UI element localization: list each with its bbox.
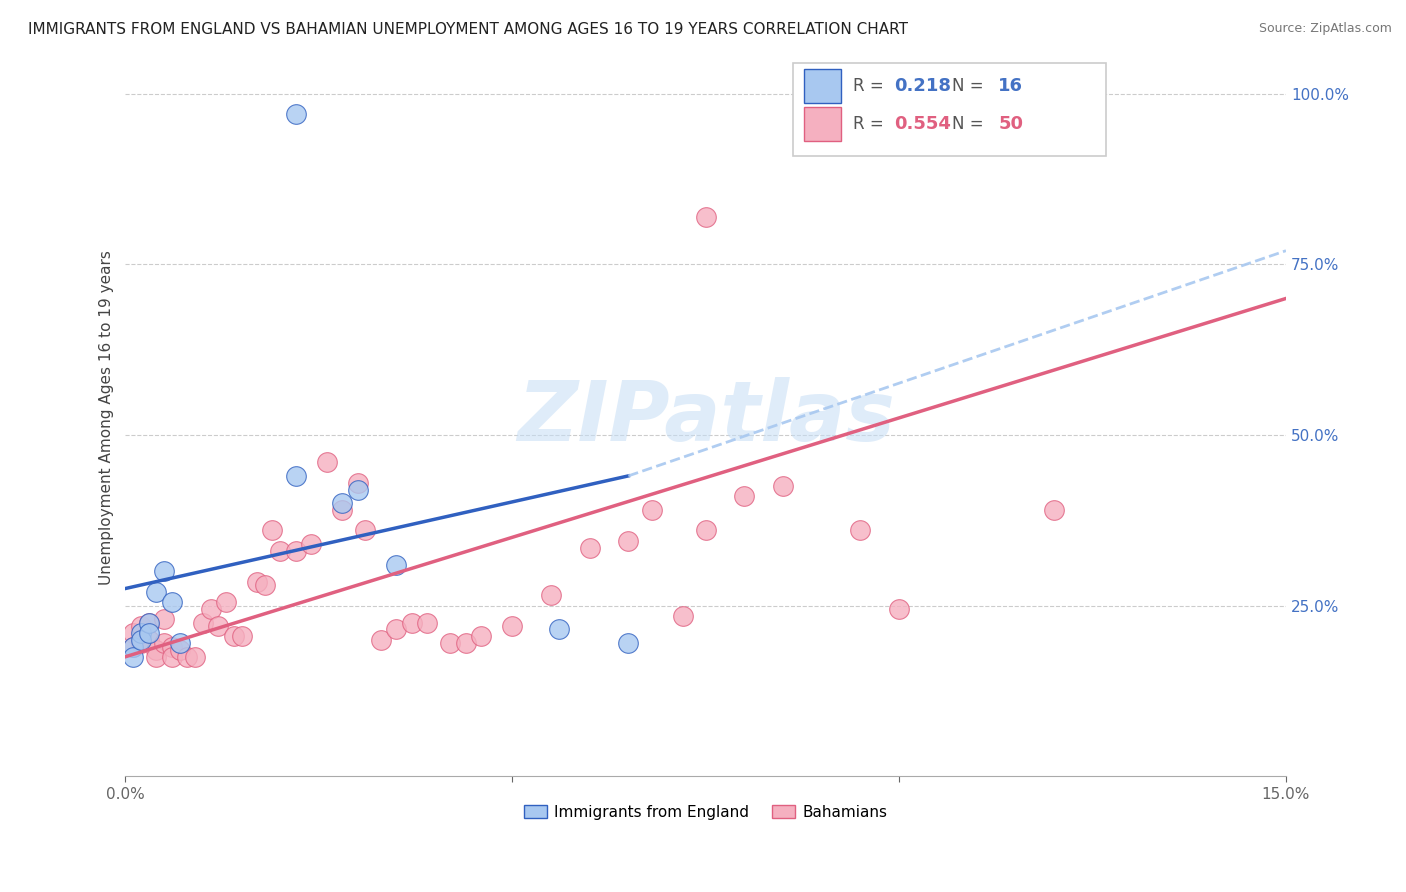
- Point: [145, 643, 167, 657]
- Text: N =: N =: [952, 115, 988, 133]
- Point: [246, 574, 269, 589]
- Point: [169, 643, 191, 657]
- Point: [200, 602, 222, 616]
- Point: [122, 640, 145, 654]
- Point: [578, 541, 600, 555]
- Point: [138, 632, 160, 647]
- FancyBboxPatch shape: [793, 63, 1107, 156]
- Point: [184, 649, 207, 664]
- Text: R =: R =: [853, 77, 889, 95]
- Point: [284, 544, 307, 558]
- Point: [416, 615, 439, 630]
- Text: 16: 16: [998, 77, 1024, 95]
- Point: [671, 608, 693, 623]
- Text: Source: ZipAtlas.com: Source: ZipAtlas.com: [1258, 22, 1392, 36]
- Point: [1043, 503, 1066, 517]
- Point: [153, 612, 176, 626]
- Point: [772, 479, 794, 493]
- Point: [887, 602, 910, 616]
- Text: 50: 50: [998, 115, 1024, 133]
- Point: [346, 475, 368, 490]
- Text: IMMIGRANTS FROM ENGLAND VS BAHAMIAN UNEMPLOYMENT AMONG AGES 16 TO 19 YEARS CORRE: IMMIGRANTS FROM ENGLAND VS BAHAMIAN UNEM…: [28, 22, 908, 37]
- Point: [129, 625, 152, 640]
- Text: R =: R =: [853, 115, 889, 133]
- Point: [385, 558, 408, 572]
- Point: [299, 537, 322, 551]
- Legend: Immigrants from England, Bahamians: Immigrants from England, Bahamians: [517, 798, 894, 826]
- Point: [191, 615, 214, 630]
- Point: [129, 632, 152, 647]
- Point: [370, 632, 392, 647]
- Point: [169, 636, 191, 650]
- Point: [354, 524, 377, 538]
- Point: [207, 619, 229, 633]
- Point: [160, 649, 183, 664]
- Point: [470, 629, 492, 643]
- Point: [129, 636, 152, 650]
- Point: [145, 585, 167, 599]
- Text: N =: N =: [952, 77, 988, 95]
- Point: [129, 619, 152, 633]
- Point: [695, 524, 717, 538]
- Point: [145, 649, 167, 664]
- Point: [330, 503, 353, 517]
- Point: [315, 455, 337, 469]
- Point: [262, 524, 284, 538]
- Point: [695, 210, 717, 224]
- Text: 0.218: 0.218: [894, 77, 950, 95]
- Point: [284, 469, 307, 483]
- Point: [176, 649, 198, 664]
- Point: [160, 595, 183, 609]
- Point: [346, 483, 368, 497]
- Point: [501, 619, 523, 633]
- Point: [385, 623, 408, 637]
- Point: [284, 107, 307, 121]
- Point: [849, 524, 872, 538]
- Point: [138, 615, 160, 630]
- Point: [122, 649, 145, 664]
- Point: [222, 629, 245, 643]
- Y-axis label: Unemployment Among Ages 16 to 19 years: Unemployment Among Ages 16 to 19 years: [100, 251, 114, 585]
- Point: [640, 503, 662, 517]
- Point: [253, 578, 276, 592]
- Point: [454, 636, 477, 650]
- Point: [153, 636, 176, 650]
- FancyBboxPatch shape: [804, 69, 842, 103]
- Point: [153, 565, 176, 579]
- Point: [122, 625, 145, 640]
- Point: [231, 629, 253, 643]
- Point: [330, 496, 353, 510]
- Point: [733, 489, 755, 503]
- Point: [215, 595, 238, 609]
- Point: [439, 636, 461, 650]
- Point: [617, 533, 640, 548]
- Point: [269, 544, 291, 558]
- Point: [122, 640, 145, 654]
- Text: ZIPatlas: ZIPatlas: [517, 377, 894, 458]
- Point: [617, 636, 640, 650]
- Point: [401, 615, 423, 630]
- Point: [160, 640, 183, 654]
- Point: [540, 588, 562, 602]
- Point: [138, 615, 160, 630]
- Point: [547, 623, 569, 637]
- Text: 0.554: 0.554: [894, 115, 950, 133]
- FancyBboxPatch shape: [804, 107, 842, 141]
- Point: [138, 625, 160, 640]
